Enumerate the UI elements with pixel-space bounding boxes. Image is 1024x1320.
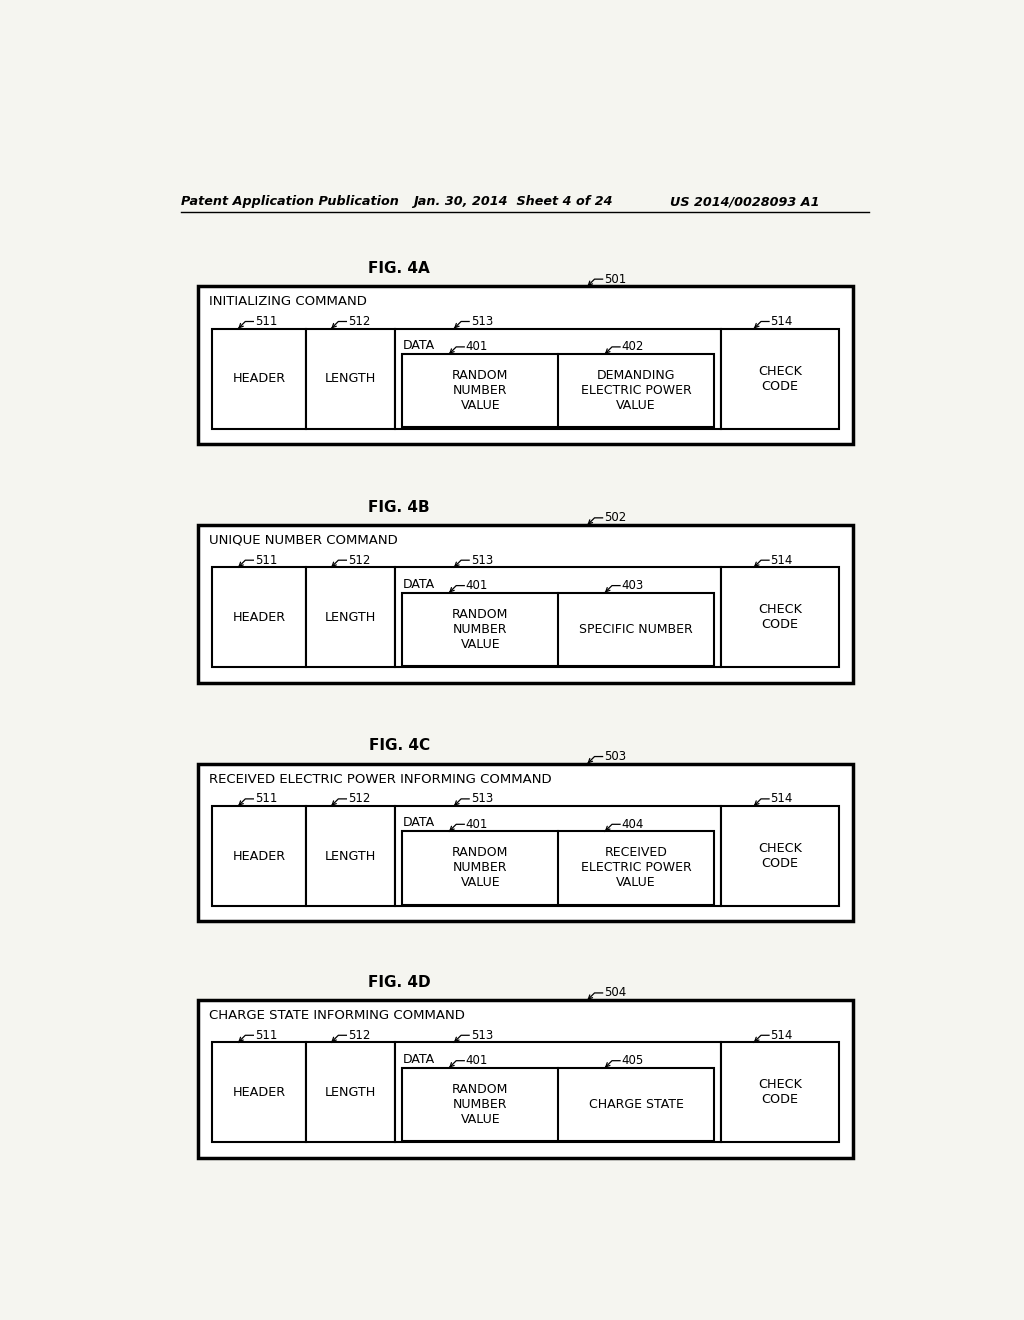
Text: Jan. 30, 2014  Sheet 4 of 24: Jan. 30, 2014 Sheet 4 of 24 bbox=[414, 195, 612, 209]
Text: SPECIFIC NUMBER: SPECIFIC NUMBER bbox=[580, 623, 693, 636]
Text: CHECK
CODE: CHECK CODE bbox=[758, 364, 802, 392]
Text: 514: 514 bbox=[771, 315, 793, 327]
Text: 512: 512 bbox=[348, 792, 371, 805]
Text: RECEIVED
ELECTRIC POWER
VALUE: RECEIVED ELECTRIC POWER VALUE bbox=[581, 846, 691, 890]
Bar bbox=[402, 593, 714, 665]
Bar bbox=[402, 354, 714, 428]
Text: 402: 402 bbox=[622, 341, 644, 354]
Bar bbox=[721, 1043, 839, 1143]
Text: HEADER: HEADER bbox=[232, 372, 286, 385]
Text: LENGTH: LENGTH bbox=[326, 611, 377, 624]
Text: Patent Application Publication: Patent Application Publication bbox=[180, 195, 398, 209]
Text: FIG. 4C: FIG. 4C bbox=[369, 738, 430, 754]
Text: RANDOM
NUMBER
VALUE: RANDOM NUMBER VALUE bbox=[452, 1082, 509, 1126]
Text: UNIQUE NUMBER COMMAND: UNIQUE NUMBER COMMAND bbox=[209, 533, 397, 546]
Text: 513: 513 bbox=[471, 1028, 493, 1041]
Text: 512: 512 bbox=[348, 315, 371, 327]
Text: FIG. 4A: FIG. 4A bbox=[369, 261, 430, 276]
Bar bbox=[306, 807, 395, 906]
Bar bbox=[212, 807, 306, 906]
Text: 405: 405 bbox=[622, 1055, 644, 1067]
Bar bbox=[306, 329, 395, 429]
Text: 512: 512 bbox=[348, 1028, 371, 1041]
Text: RANDOM
NUMBER
VALUE: RANDOM NUMBER VALUE bbox=[452, 607, 509, 651]
Text: 401: 401 bbox=[466, 818, 488, 830]
Text: 503: 503 bbox=[604, 750, 627, 763]
Text: DATA: DATA bbox=[403, 578, 435, 591]
Text: DATA: DATA bbox=[403, 339, 435, 352]
Text: CHECK
CODE: CHECK CODE bbox=[758, 603, 802, 631]
Text: 401: 401 bbox=[466, 341, 488, 354]
Bar bbox=[198, 286, 853, 444]
Bar bbox=[306, 568, 395, 668]
Text: 511: 511 bbox=[255, 1028, 278, 1041]
Bar bbox=[721, 807, 839, 906]
Text: CHARGE STATE INFORMING COMMAND: CHARGE STATE INFORMING COMMAND bbox=[209, 1008, 465, 1022]
Text: 511: 511 bbox=[255, 792, 278, 805]
Text: HEADER: HEADER bbox=[232, 850, 286, 862]
Bar bbox=[212, 329, 306, 429]
Text: LENGTH: LENGTH bbox=[326, 1086, 377, 1100]
Text: 514: 514 bbox=[771, 1028, 793, 1041]
Text: DATA: DATA bbox=[403, 1053, 435, 1065]
Bar bbox=[395, 807, 721, 906]
Text: 504: 504 bbox=[604, 986, 627, 999]
Text: 511: 511 bbox=[255, 315, 278, 327]
Text: US 2014/0028093 A1: US 2014/0028093 A1 bbox=[671, 195, 820, 209]
Bar bbox=[402, 1068, 714, 1140]
Text: 401: 401 bbox=[466, 1055, 488, 1067]
Bar bbox=[212, 568, 306, 668]
Text: FIG. 4B: FIG. 4B bbox=[369, 499, 430, 515]
Text: 513: 513 bbox=[471, 792, 493, 805]
Text: 502: 502 bbox=[604, 511, 627, 524]
Bar bbox=[198, 1001, 853, 1158]
Bar bbox=[198, 525, 853, 682]
Text: HEADER: HEADER bbox=[232, 1086, 286, 1100]
Bar bbox=[395, 568, 721, 668]
Text: LENGTH: LENGTH bbox=[326, 850, 377, 862]
Text: 514: 514 bbox=[771, 553, 793, 566]
Text: DEMANDING
ELECTRIC POWER
VALUE: DEMANDING ELECTRIC POWER VALUE bbox=[581, 370, 691, 412]
Text: CHECK
CODE: CHECK CODE bbox=[758, 842, 802, 870]
Bar bbox=[721, 329, 839, 429]
Bar bbox=[306, 1043, 395, 1143]
Text: 501: 501 bbox=[604, 273, 627, 285]
Text: RECEIVED ELECTRIC POWER INFORMING COMMAND: RECEIVED ELECTRIC POWER INFORMING COMMAN… bbox=[209, 772, 551, 785]
Text: CHARGE STATE: CHARGE STATE bbox=[589, 1098, 683, 1111]
Text: 513: 513 bbox=[471, 315, 493, 327]
Bar bbox=[721, 568, 839, 668]
Text: 513: 513 bbox=[471, 553, 493, 566]
Text: FIG. 4D: FIG. 4D bbox=[368, 974, 430, 990]
Text: 512: 512 bbox=[348, 553, 371, 566]
Bar bbox=[395, 329, 721, 429]
Text: RANDOM
NUMBER
VALUE: RANDOM NUMBER VALUE bbox=[452, 370, 509, 412]
Text: INITIALIZING COMMAND: INITIALIZING COMMAND bbox=[209, 296, 367, 308]
Text: CHECK
CODE: CHECK CODE bbox=[758, 1078, 802, 1106]
Text: 511: 511 bbox=[255, 553, 278, 566]
Bar bbox=[198, 763, 853, 921]
Bar bbox=[395, 1043, 721, 1143]
Text: RANDOM
NUMBER
VALUE: RANDOM NUMBER VALUE bbox=[452, 846, 509, 890]
Text: 404: 404 bbox=[622, 818, 644, 830]
Text: 401: 401 bbox=[466, 579, 488, 593]
Text: DATA: DATA bbox=[403, 816, 435, 829]
Bar bbox=[402, 832, 714, 904]
Text: HEADER: HEADER bbox=[232, 611, 286, 624]
Text: 514: 514 bbox=[771, 792, 793, 805]
Bar bbox=[212, 1043, 306, 1143]
Text: 403: 403 bbox=[622, 579, 644, 593]
Text: LENGTH: LENGTH bbox=[326, 372, 377, 385]
